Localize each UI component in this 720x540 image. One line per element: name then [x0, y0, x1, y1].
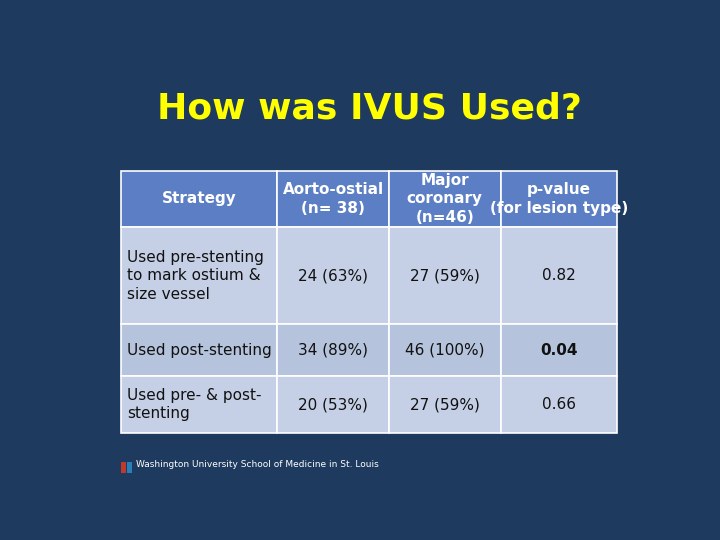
Bar	[500, 324, 617, 376]
Text: 20 (53%): 20 (53%)	[298, 397, 368, 412]
Bar	[389, 376, 500, 433]
Text: Aorto-ostial
(n= 38): Aorto-ostial (n= 38)	[282, 182, 384, 216]
Bar	[277, 324, 389, 376]
Text: 0.04: 0.04	[540, 343, 577, 358]
Bar	[277, 376, 389, 433]
Bar	[121, 376, 277, 433]
Bar	[121, 324, 277, 376]
Text: 27 (59%): 27 (59%)	[410, 268, 480, 283]
Bar	[389, 324, 500, 376]
Bar	[500, 171, 617, 227]
Bar	[121, 171, 277, 227]
Text: Strategy: Strategy	[161, 192, 236, 206]
Text: p-value
(for lesion type): p-value (for lesion type)	[490, 182, 628, 216]
Text: Used post-stenting: Used post-stenting	[127, 343, 272, 358]
Bar	[500, 227, 617, 324]
Bar	[500, 376, 617, 433]
Text: Used pre- & post-
stenting: Used pre- & post- stenting	[127, 388, 262, 421]
Bar	[389, 227, 500, 324]
Bar	[127, 462, 132, 472]
Text: 0.66: 0.66	[542, 397, 576, 412]
Bar	[121, 227, 277, 324]
Text: 24 (63%): 24 (63%)	[298, 268, 368, 283]
Text: Major
coronary
(n=46): Major coronary (n=46)	[407, 173, 482, 225]
Text: 46 (100%): 46 (100%)	[405, 343, 485, 358]
Bar	[277, 227, 389, 324]
Bar	[277, 171, 389, 227]
Text: Washington University School of Medicine in St. Louis: Washington University School of Medicine…	[136, 460, 379, 469]
Text: 0.82: 0.82	[542, 268, 576, 283]
Bar	[389, 171, 500, 227]
Text: 34 (89%): 34 (89%)	[298, 343, 368, 358]
Text: Used pre-stenting
to mark ostium &
size vessel: Used pre-stenting to mark ostium & size …	[127, 249, 264, 302]
Text: How was IVUS Used?: How was IVUS Used?	[156, 91, 582, 125]
Bar	[121, 462, 125, 472]
Text: 27 (59%): 27 (59%)	[410, 397, 480, 412]
